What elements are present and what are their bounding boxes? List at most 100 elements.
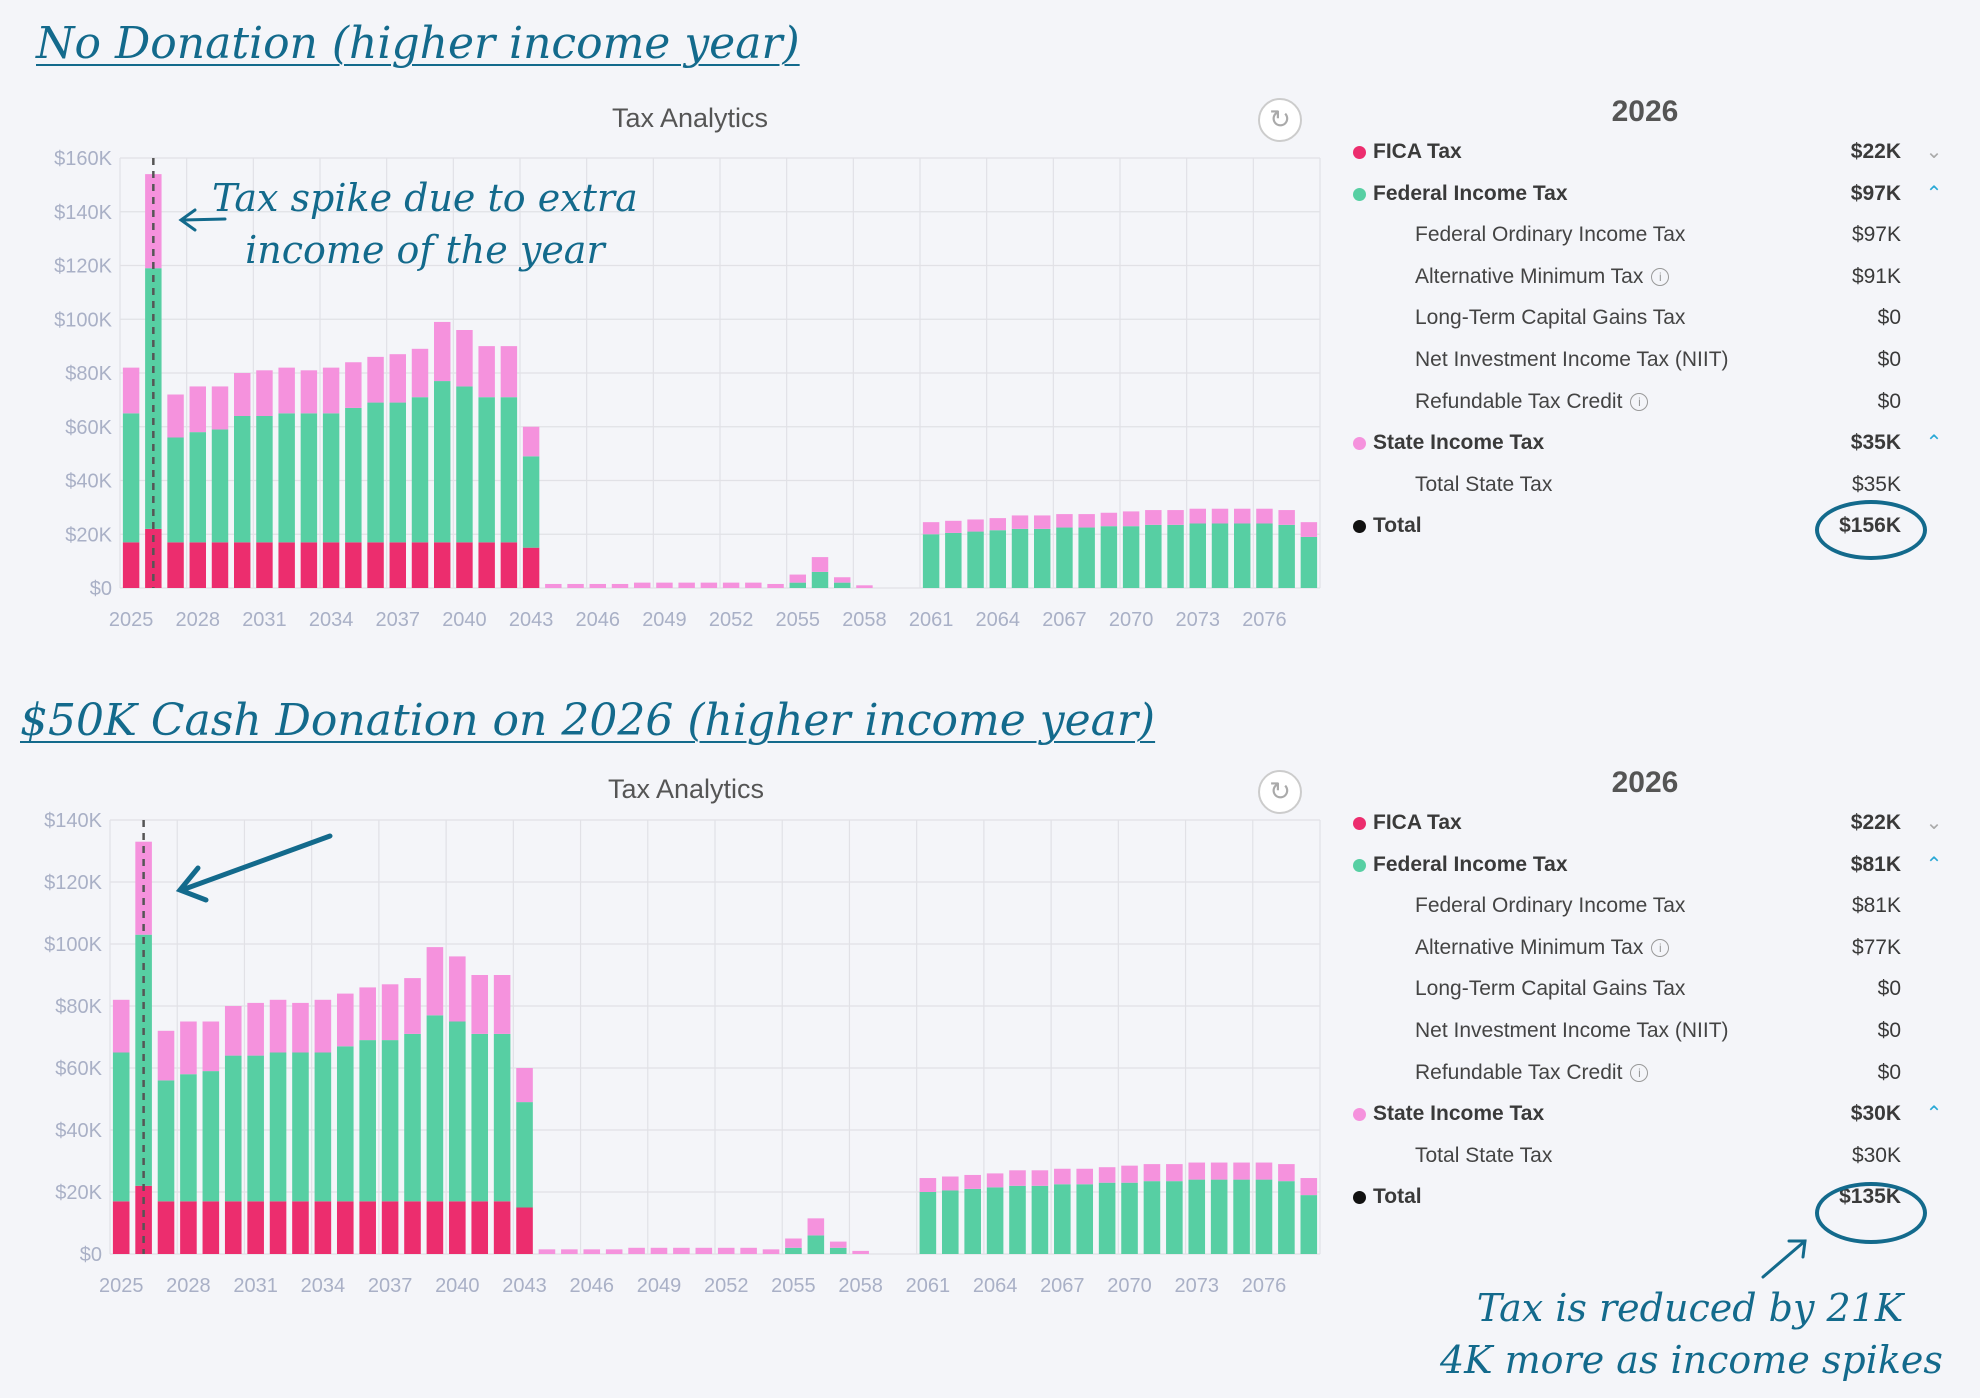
- bar-state-2074[interactable]: [1211, 508, 1229, 524]
- bar-fica-2037[interactable]: [381, 1201, 399, 1254]
- bar-federal-2063[interactable]: [964, 1188, 981, 1254]
- bar-federal-2025[interactable]: [112, 1052, 130, 1202]
- bar-state-2062[interactable]: [945, 520, 962, 533]
- chevron-up-icon[interactable]: ⌃: [1925, 853, 1943, 876]
- bar-federal-2038[interactable]: [404, 1033, 421, 1202]
- bar-fica-2041[interactable]: [471, 1201, 489, 1254]
- bar-state-2040[interactable]: [449, 956, 466, 1022]
- bar-federal-2037[interactable]: [381, 1040, 399, 1202]
- bar-fica-2036[interactable]: [367, 542, 384, 588]
- bar-federal-2057[interactable]: [829, 1247, 847, 1254]
- bar-federal-2073[interactable]: [1189, 523, 1206, 589]
- bar-federal-2029[interactable]: [211, 429, 229, 543]
- bar-fica-2026[interactable]: [135, 1185, 152, 1254]
- bar-state-2028[interactable]: [180, 1021, 197, 1075]
- bar-state-2051[interactable]: [700, 582, 718, 588]
- bar-state-2037[interactable]: [381, 984, 399, 1041]
- bar-state-2029[interactable]: [211, 386, 229, 430]
- bar-state-2055[interactable]: [789, 574, 806, 583]
- bar-fica-2025[interactable]: [122, 542, 140, 588]
- summary-row-fica-tax[interactable]: FICA Tax $22K ⌄: [1345, 133, 1945, 175]
- bar-state-2044[interactable]: [538, 1249, 556, 1254]
- bar-fica-2029[interactable]: [202, 1201, 220, 1254]
- bar-federal-2064[interactable]: [986, 1187, 1004, 1254]
- bar-federal-2069[interactable]: [1098, 1182, 1116, 1254]
- bar-state-2066[interactable]: [1034, 515, 1051, 529]
- bar-state-2073[interactable]: [1189, 508, 1206, 524]
- bar-federal-2075[interactable]: [1234, 523, 1251, 589]
- bar-state-2045[interactable]: [567, 583, 584, 588]
- bar-federal-2032[interactable]: [278, 413, 295, 543]
- bar-state-2026[interactable]: [145, 174, 162, 269]
- bar-federal-2034[interactable]: [314, 1052, 332, 1202]
- bar-state-2067[interactable]: [1054, 1168, 1071, 1185]
- bar-fica-2034[interactable]: [322, 542, 340, 588]
- bar-state-2034[interactable]: [314, 999, 332, 1053]
- bar-federal-2025[interactable]: [122, 413, 140, 543]
- reset-zoom-icon[interactable]: ↻: [1258, 770, 1302, 814]
- bar-state-2040[interactable]: [456, 330, 473, 387]
- bar-federal-2078[interactable]: [1300, 536, 1318, 588]
- bar-state-2031[interactable]: [247, 1002, 264, 1056]
- bar-state-2047[interactable]: [605, 1249, 623, 1254]
- summary-row-federal-income-tax[interactable]: Federal Income Tax $97K ⌃: [1345, 175, 1945, 217]
- bar-fica-2036[interactable]: [359, 1201, 376, 1254]
- reset-zoom-icon[interactable]: ↻: [1258, 98, 1302, 142]
- bar-fica-2032[interactable]: [278, 542, 295, 588]
- bar-state-2041[interactable]: [478, 346, 495, 398]
- bar-state-2035[interactable]: [345, 362, 362, 408]
- bar-state-2056[interactable]: [807, 1218, 825, 1236]
- bar-fica-2033[interactable]: [292, 1201, 309, 1254]
- chevron-up-icon[interactable]: ⌃: [1925, 432, 1943, 455]
- bar-federal-2043[interactable]: [522, 456, 540, 548]
- bar-federal-2072[interactable]: [1166, 1181, 1183, 1254]
- info-icon[interactable]: i: [1651, 938, 1670, 957]
- bar-state-2055[interactable]: [785, 1238, 802, 1248]
- bar-state-2053[interactable]: [745, 582, 762, 588]
- bar-federal-2040[interactable]: [456, 386, 473, 543]
- bar-federal-2034[interactable]: [322, 413, 340, 543]
- bar-state-2036[interactable]: [367, 356, 384, 403]
- bar-federal-2030[interactable]: [234, 416, 251, 543]
- bar-state-2030[interactable]: [234, 373, 251, 416]
- bar-fica-2042[interactable]: [493, 1201, 511, 1254]
- bar-federal-2043[interactable]: [516, 1102, 533, 1208]
- bar-federal-2055[interactable]: [789, 582, 806, 588]
- bar-state-2032[interactable]: [269, 999, 287, 1053]
- bar-federal-2040[interactable]: [449, 1021, 466, 1202]
- bar-state-2038[interactable]: [404, 978, 421, 1034]
- bar-fica-2027[interactable]: [167, 542, 184, 588]
- bar-state-2057[interactable]: [834, 577, 851, 583]
- bar-federal-2061[interactable]: [919, 1192, 937, 1254]
- bar-federal-2073[interactable]: [1188, 1179, 1206, 1254]
- bar-state-2056[interactable]: [811, 557, 829, 572]
- bar-federal-2056[interactable]: [811, 571, 829, 588]
- bar-state-2061[interactable]: [922, 522, 940, 535]
- bar-state-2033[interactable]: [292, 1002, 309, 1053]
- bar-fica-2035[interactable]: [336, 1201, 354, 1254]
- bar-state-2041[interactable]: [471, 975, 489, 1034]
- bar-federal-2028[interactable]: [180, 1074, 197, 1202]
- bar-fica-2027[interactable]: [157, 1201, 175, 1254]
- bar-state-2057[interactable]: [829, 1241, 847, 1248]
- bar-federal-2072[interactable]: [1167, 524, 1184, 588]
- bar-state-2072[interactable]: [1167, 510, 1184, 525]
- bar-state-2078[interactable]: [1300, 1178, 1318, 1196]
- bar-state-2058[interactable]: [856, 585, 873, 588]
- bar-fica-2042[interactable]: [500, 542, 518, 588]
- bar-federal-2033[interactable]: [300, 413, 318, 543]
- bar-fica-2032[interactable]: [269, 1201, 287, 1254]
- bar-federal-2061[interactable]: [922, 534, 940, 588]
- bar-state-2051[interactable]: [695, 1247, 713, 1254]
- bar-fica-2039[interactable]: [434, 542, 451, 588]
- bar-federal-2030[interactable]: [224, 1055, 242, 1202]
- bar-federal-2065[interactable]: [1009, 1185, 1026, 1254]
- bar-state-2034[interactable]: [322, 367, 340, 414]
- bar-state-2065[interactable]: [1011, 515, 1029, 529]
- bar-state-2073[interactable]: [1188, 1162, 1206, 1180]
- bar-state-2027[interactable]: [157, 1030, 175, 1081]
- bar-state-2048[interactable]: [628, 1247, 645, 1254]
- bar-federal-2036[interactable]: [367, 402, 384, 543]
- bar-state-2030[interactable]: [224, 1006, 242, 1056]
- bar-federal-2055[interactable]: [785, 1247, 802, 1254]
